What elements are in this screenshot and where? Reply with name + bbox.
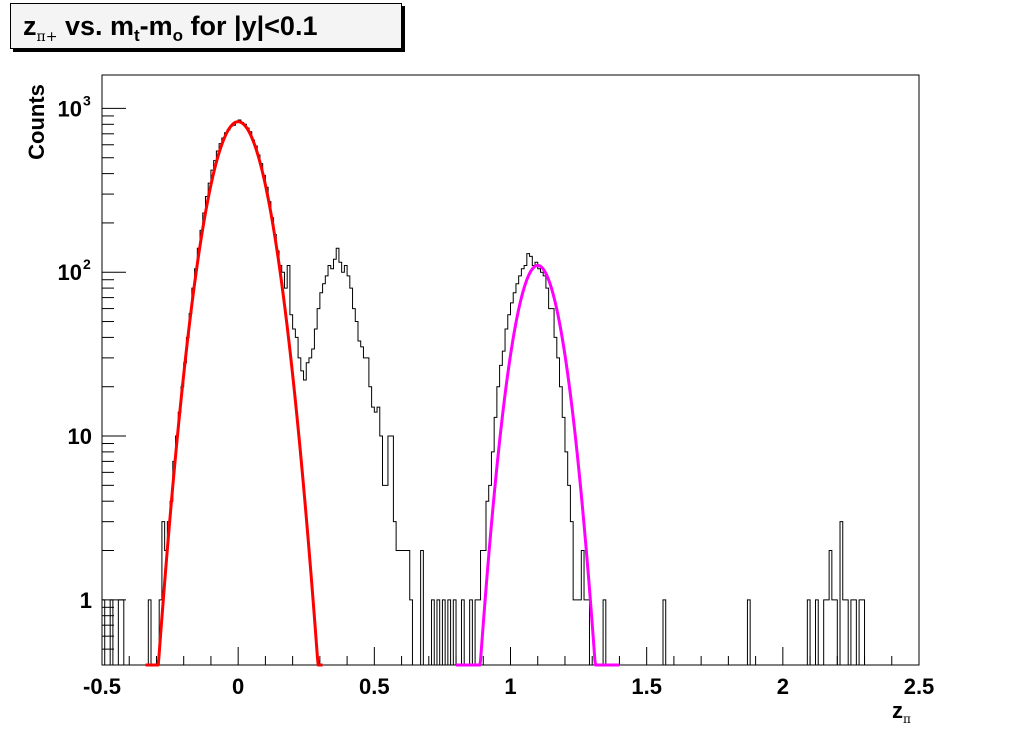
x-axis-label: zπ [892,698,911,726]
x-tick-label: -0.5 [83,674,121,699]
axis-ticks [101,107,920,666]
y-tick-label: 10 [58,96,82,121]
plot-frame [101,74,920,666]
gaussian-fit-pion [144,120,324,667]
x-tick-label: 0 [232,674,244,699]
x-tick-label: 1.5 [631,674,662,699]
y-axis-label: Counts [24,84,49,160]
gaussian-fit-proton [455,263,621,667]
x-tick-label: 2 [777,674,789,699]
x-tick-label: 2.5 [904,674,935,699]
y-tick-label: 1 [80,588,92,613]
fit-curves [144,120,621,667]
y-tick-exponent: 3 [83,92,91,108]
y-tick-label: 10 [68,424,92,449]
x-tick-label: 1 [504,674,516,699]
x-tick-label: 0.5 [359,674,390,699]
histogram-layer [101,119,919,666]
histogram-outline [101,119,919,666]
y-tick-label: 10 [58,260,82,285]
y-tick-exponent: 2 [83,256,91,272]
chart-title: zπ+ vs. mt-mo for |y|<0.1 [10,3,402,49]
